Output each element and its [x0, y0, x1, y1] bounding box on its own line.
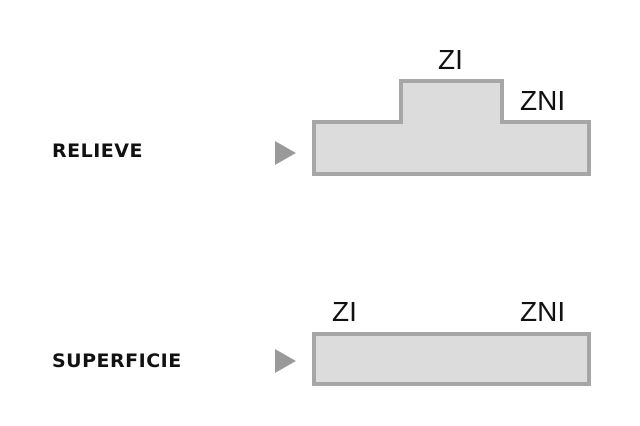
- relieve-stepped-shape: [312, 79, 591, 176]
- relieve-arrow-icon: [275, 141, 296, 165]
- superficie-arrow-icon: [275, 349, 296, 373]
- relieve-label: RELIEVE: [52, 140, 143, 162]
- relieve-zni-label: ZNI: [520, 85, 566, 116]
- relieve-zi-label: ZI: [438, 44, 463, 75]
- superficie-flat-shape: [312, 332, 591, 386]
- superficie-zi-label: ZI: [332, 296, 357, 327]
- superficie-zni-label: ZNI: [520, 296, 566, 327]
- superficie-label: SUPERFICIE: [52, 350, 182, 372]
